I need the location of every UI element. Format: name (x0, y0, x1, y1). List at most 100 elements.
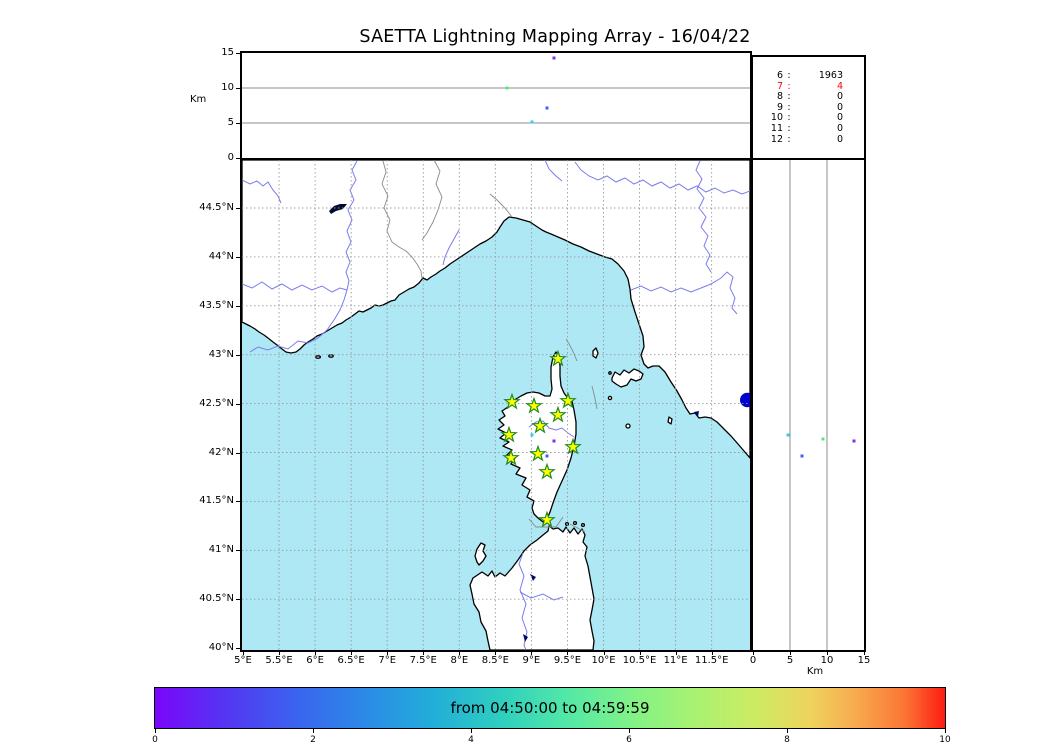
lat-tick-mark (236, 305, 241, 307)
lat-tick-mark (236, 599, 241, 601)
capraia-island (592, 347, 599, 359)
lma-station-star (503, 392, 521, 410)
colon: : (787, 122, 791, 134)
country-borders (381, 160, 513, 280)
station-min-count: 9 (776, 101, 783, 113)
colon: : (787, 70, 791, 81)
colorbar-tick-label: 2 (310, 735, 316, 745)
sardinia-island (469, 525, 595, 650)
montecristo-island (625, 423, 631, 429)
gorgona-island (608, 371, 612, 375)
lma-station-star (500, 425, 518, 443)
colon: : (787, 80, 791, 92)
source-count: 0 (836, 122, 843, 134)
colorbar-tick-label: 10 (939, 735, 951, 745)
altitude-tick-label: 0 (227, 152, 234, 163)
right-tick-label: 15 (857, 655, 871, 666)
lon-tick-mark (675, 650, 677, 655)
lon-tick-mark (639, 650, 641, 655)
altitude-tick-label: 10 (221, 82, 234, 93)
lat-tick-mark (236, 256, 241, 258)
lat-tick-label: 44.5°N (199, 202, 234, 213)
colorbar-tick-label: 0 (152, 735, 158, 745)
lightning-altitude-dot (505, 86, 509, 90)
orbetello-lagoon (694, 411, 699, 417)
colorbar-tick-label: 8 (784, 735, 790, 745)
lma-station-star (559, 391, 577, 409)
altitude-longitude-plot (242, 56, 750, 124)
colorbar-tick-label: 6 (626, 735, 632, 745)
lon-tick-label: 8.5°E (481, 655, 509, 666)
station-count-row: 10: 0 (753, 113, 864, 124)
lightning-altitude-dot (545, 106, 549, 110)
lightning-source-dot (530, 433, 534, 437)
maddalena-islet-2 (572, 520, 578, 526)
lma-station-star (525, 396, 543, 414)
lat-tick-label: 41.5°N (199, 495, 234, 507)
france-italy-landmass (242, 160, 750, 459)
colorbar-tick-mark (155, 728, 156, 733)
porquerolles-island (314, 355, 322, 359)
lon-tick-mark (567, 650, 569, 655)
lat-tick-label: 41°N (208, 544, 234, 556)
lon-tick-mark (711, 650, 713, 655)
altitude-tick-mark (236, 53, 241, 54)
geographic-map (242, 160, 750, 650)
lma-station-star (549, 349, 567, 367)
right-axis-label: Km (806, 666, 824, 677)
lake-coghinas (530, 574, 536, 581)
colorbar-tick-mark (787, 728, 788, 733)
lon-tick-mark (243, 650, 244, 655)
colorbar-tick-mark (629, 728, 630, 733)
station-count-row: 6: 1963 (753, 70, 864, 82)
lma-station-star (549, 405, 567, 423)
lma-station-star (538, 462, 556, 480)
lma-station-star (529, 444, 547, 462)
lon-tick-mark (387, 650, 389, 655)
lightning-source-dot (545, 454, 549, 458)
lon-tick-mark (495, 650, 497, 655)
maritime-boundary-marks (528, 338, 598, 533)
colon: : (787, 133, 791, 145)
asinara-island (474, 542, 487, 566)
lat-tick-label: 40°N (208, 642, 234, 654)
station-min-count: 7 (776, 80, 783, 92)
lightning-latitude-dot (786, 433, 790, 437)
lon-tick-label: 9°E (522, 655, 541, 666)
lon-tick-mark (279, 650, 281, 655)
lma-station-star (564, 437, 582, 455)
port-cros-island (328, 354, 334, 358)
rivers (242, 160, 750, 650)
right-tick-label: 5 (786, 655, 794, 666)
station-min-count: 6 (776, 70, 783, 81)
lon-tick-label: 5°E (234, 655, 252, 666)
right-tick-label: 10 (820, 655, 834, 666)
lon-tick-mark (459, 650, 461, 655)
giglio-island (667, 416, 673, 425)
lma-station-star (531, 416, 549, 434)
source-count: 0 (836, 101, 843, 113)
station-count-row: 12: 0 (753, 133, 864, 146)
lon-tick-label: 7.5°E (409, 655, 437, 666)
station-count-row: 9: 0 (753, 101, 864, 114)
lon-tick-label: 10.5°E (622, 655, 657, 666)
colorbar-tick-mark (945, 728, 946, 733)
landmasses (242, 160, 750, 650)
elba-island (611, 368, 644, 388)
altitude-tick-mark (236, 158, 241, 159)
source-count: 4 (836, 80, 843, 92)
map-gridlines (242, 160, 750, 650)
altitude-latitude-plot (786, 160, 856, 650)
lon-tick-mark (603, 650, 605, 655)
station-count-row: 7: 4 (753, 80, 864, 93)
lightning-latitude-dot (800, 454, 804, 458)
station-min-count: 8 (776, 91, 783, 103)
lon-tick-label: 10°E (591, 655, 616, 666)
figure-title: SAETTA Lightning Mapping Array - 16/04/2… (359, 27, 751, 47)
sardinia-lake-south (523, 634, 528, 642)
right-tick-mark (753, 650, 754, 655)
station-min-count: 11 (770, 122, 783, 134)
lat-tick-label: 44°N (208, 250, 234, 262)
right-tick-label: 0 (749, 655, 757, 666)
